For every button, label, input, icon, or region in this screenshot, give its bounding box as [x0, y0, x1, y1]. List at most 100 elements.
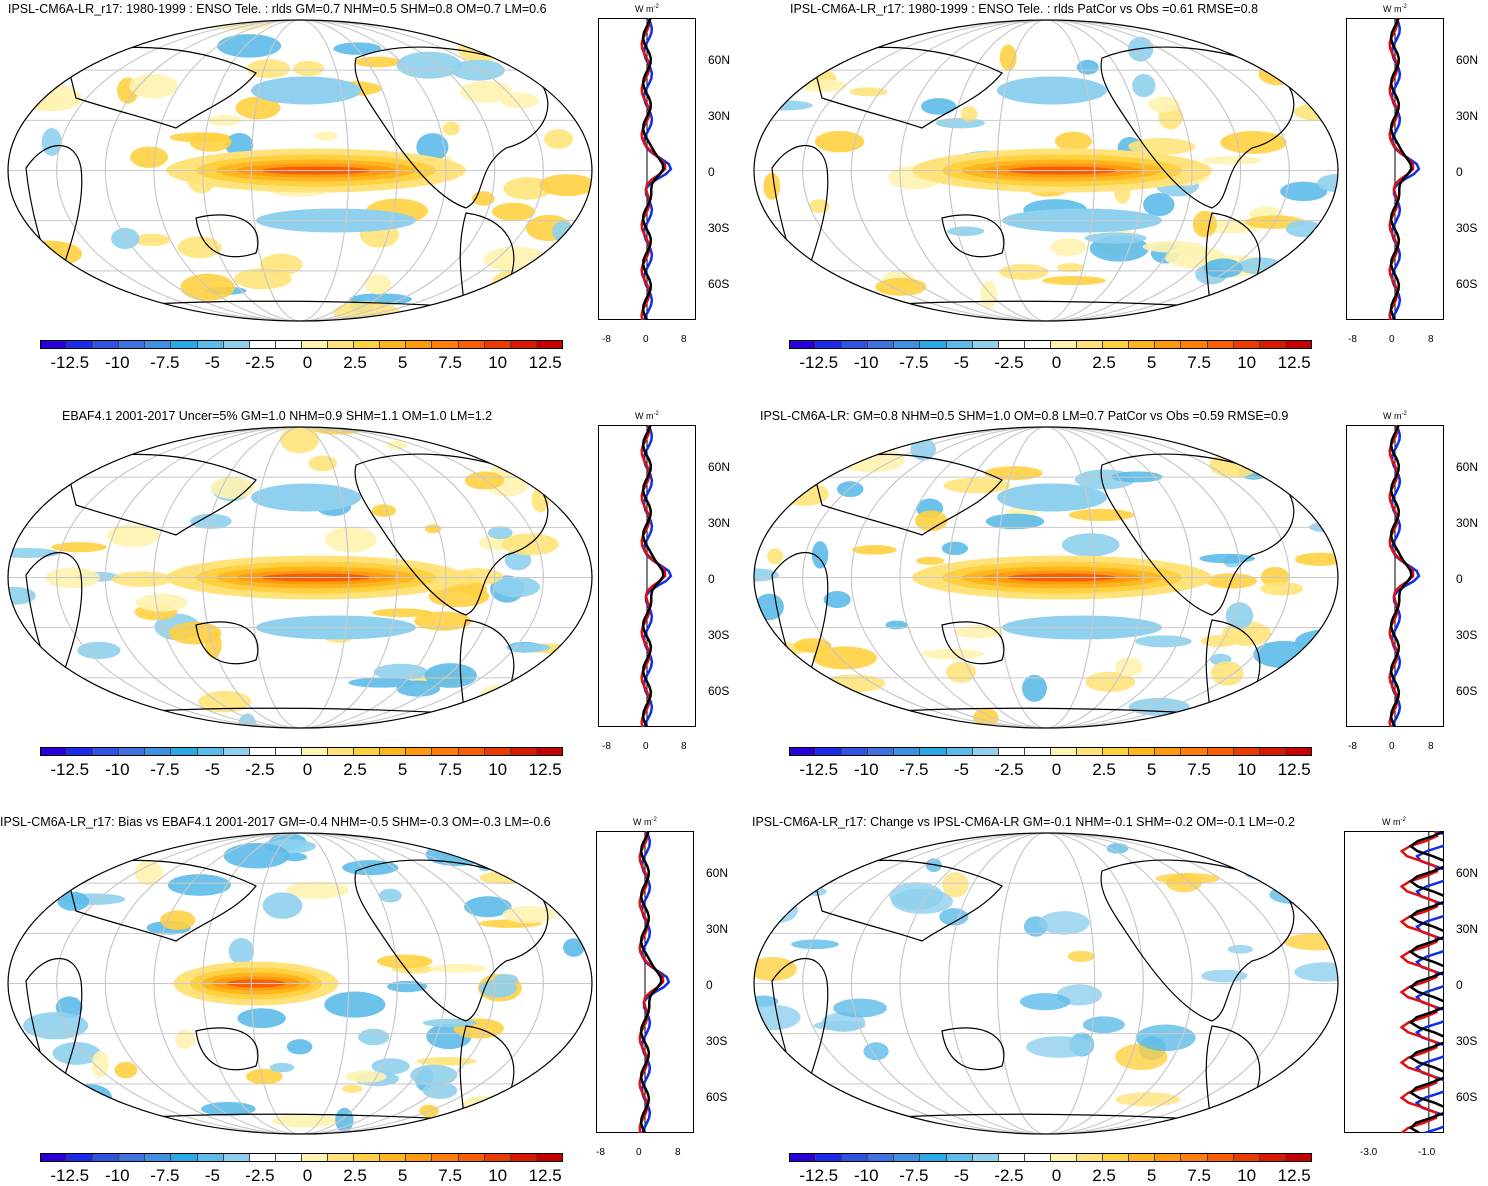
colorbar-swatch — [354, 748, 381, 755]
colorbar-tick-label: -5 — [953, 760, 969, 779]
colorbar-swatch — [67, 1154, 94, 1161]
latitude-label: 60S — [706, 1090, 728, 1104]
colorbar-tick-label: -12.5 — [50, 353, 90, 372]
colorbar-swatch — [119, 748, 146, 755]
colorbar-swatch — [458, 748, 485, 755]
colorbar-swatch — [197, 1154, 224, 1161]
latitude-label: 30S — [706, 1034, 728, 1048]
colorbar-tick-label: 12.5 — [528, 353, 562, 372]
latitude-label: 60N — [1456, 53, 1479, 67]
colorbar-tick-label: -2.5 — [245, 1166, 275, 1185]
colorbar-tick-label: -12.5 — [50, 760, 90, 779]
colorbar-swatch — [223, 341, 250, 348]
latitude-label: 30S — [708, 628, 730, 642]
profile-tick-label: 8 — [1428, 334, 1434, 345]
global-anomaly-map — [753, 426, 1339, 729]
colorbar-swatch — [1050, 341, 1078, 348]
colorbar-swatch — [197, 748, 224, 755]
colorbar-swatch — [510, 1154, 537, 1161]
colorbar-swatch — [67, 341, 94, 348]
colorbar-swatch — [536, 1154, 562, 1161]
colorbar-swatch — [1259, 1154, 1286, 1161]
colorbar-swatch — [790, 748, 817, 755]
colorbar-swatch — [275, 748, 302, 755]
colorbar-swatch — [301, 1154, 329, 1161]
colorbar-swatch — [998, 748, 1025, 755]
colorbar-swatch — [1259, 748, 1286, 755]
latitude-label: 60S — [708, 277, 730, 291]
colorbar-tick-label: -2.5 — [994, 353, 1024, 372]
colorbar-swatch — [458, 341, 485, 348]
zonal-mean-profile — [598, 425, 696, 727]
colorbar-tick-label: -5 — [204, 1166, 220, 1185]
colorbar-swatch — [41, 748, 68, 755]
zonal-mean-profile — [596, 831, 694, 1133]
colorbar-tick-label: -2.5 — [245, 353, 275, 372]
colorbar-tick-label: -2.5 — [245, 760, 275, 779]
colorbar — [40, 1153, 563, 1162]
colorbar-swatch — [842, 1154, 869, 1161]
profile-tick-label: 8 — [1428, 741, 1434, 752]
colorbar-tick-label: -5 — [204, 760, 220, 779]
colorbar-swatch — [145, 341, 172, 348]
colorbar-swatch — [484, 341, 511, 348]
colorbar-swatch — [920, 748, 947, 755]
colorbar-tick-label: -10 — [105, 353, 130, 372]
profile-tick-label: 0 — [643, 334, 649, 345]
colorbar-swatch — [484, 1154, 511, 1161]
colorbar-tick-label: -12.5 — [50, 1166, 90, 1185]
colorbar-swatch — [1233, 1154, 1260, 1161]
unit-label: W m-2 — [1383, 4, 1407, 14]
colorbar-swatch — [1233, 341, 1260, 348]
profile-tick-label: 0 — [636, 1147, 642, 1158]
colorbar-tick-label: -12.5 — [799, 1166, 839, 1185]
unit-text: W m — [635, 411, 654, 421]
latitude-label: 30S — [1456, 221, 1478, 235]
colorbar-tick-label: 0 — [1051, 353, 1062, 372]
colorbar-swatch — [197, 341, 224, 348]
colorbar-swatch — [972, 341, 999, 348]
profile-tick-label: -8 — [602, 741, 611, 752]
global-anomaly-map — [7, 19, 593, 322]
profile-tick-label: -8 — [1348, 334, 1357, 345]
colorbar-tick-label: -7.5 — [899, 353, 929, 372]
unit-exponent: -2 — [651, 817, 657, 823]
panel-title: IPSL-CM6A-LR_r17: 1980-1999 : ENSO Tele.… — [790, 2, 1259, 16]
colorbar-tick-label: -5 — [953, 353, 969, 372]
latitude-label: 0 — [1456, 165, 1463, 179]
colorbar-swatch — [41, 341, 68, 348]
colorbar-tick-label: -2.5 — [994, 1166, 1024, 1185]
colorbar-tick-label: 2.5 — [1092, 760, 1116, 779]
colorbar-swatch — [301, 748, 329, 755]
colorbar-tick-label: 2.5 — [1092, 353, 1116, 372]
colorbar-tick-label: 10 — [488, 760, 508, 779]
latitude-label: 30N — [1456, 922, 1479, 936]
colorbar-tick-label: -7.5 — [150, 1166, 180, 1185]
colorbar-tick-label: 5 — [397, 1166, 408, 1185]
colorbar-swatch — [972, 1154, 999, 1161]
zonal-mean-profile — [598, 18, 696, 320]
colorbar-swatch — [432, 341, 459, 348]
latitude-label: 0 — [708, 572, 715, 586]
profile-tick-label: 0 — [1389, 334, 1395, 345]
colorbar-tick-label: 0 — [302, 760, 313, 779]
colorbar-tick-label: 12.5 — [1277, 760, 1311, 779]
colorbar-swatch — [406, 748, 433, 755]
profile-tick-label: 0 — [643, 741, 649, 752]
unit-text: W m — [633, 817, 652, 827]
colorbar-swatch — [41, 1154, 68, 1161]
zonal-mean-profile — [1346, 425, 1444, 727]
colorbar-swatch — [868, 1154, 895, 1161]
colorbar-swatch — [328, 1154, 355, 1161]
colorbar-swatch — [301, 341, 329, 348]
unit-text: W m — [1383, 411, 1402, 421]
colorbar-swatch — [249, 1154, 276, 1161]
unit-exponent: -2 — [653, 4, 659, 10]
colorbar-swatch — [458, 1154, 485, 1161]
colorbar-swatch — [406, 1154, 433, 1161]
unit-exponent: -2 — [1401, 411, 1407, 417]
colorbar-swatch — [93, 341, 120, 348]
colorbar-tick-label: -10 — [854, 353, 879, 372]
colorbar-swatch — [1207, 1154, 1234, 1161]
colorbar-swatch — [868, 341, 895, 348]
